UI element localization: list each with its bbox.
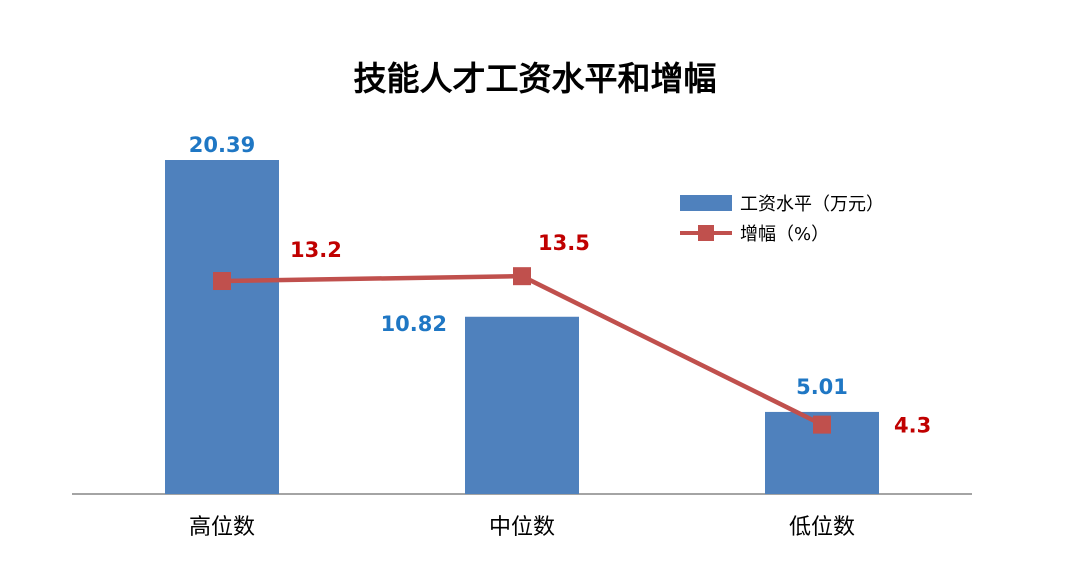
legend: 工资水平（万元） 增幅（%） [680, 188, 884, 248]
legend-bar-label: 工资水平（万元） [740, 194, 884, 215]
bar-value-labels: 20.39 10.82 5.01 [189, 133, 848, 399]
x-tick-label-0: 高位数 [189, 515, 255, 540]
x-tick-label-2: 低位数 [789, 515, 855, 540]
line-value-label-0: 13.2 [290, 238, 342, 262]
line-value-labels: 13.2 13.5 4.3 [290, 231, 931, 437]
bar-0 [165, 160, 279, 494]
legend-item-line: 增幅（%） [680, 218, 884, 248]
x-tick-labels: 高位数 中位数 低位数 [189, 515, 855, 540]
line-marker-2 [813, 415, 831, 434]
bar-value-label-1: 10.82 [381, 312, 447, 336]
line-series [213, 267, 831, 434]
legend-bar-swatch [680, 195, 732, 211]
legend-line-swatch [680, 225, 732, 241]
legend-line-label: 增幅（%） [740, 224, 830, 245]
bar-1 [465, 316, 579, 494]
line-marker-1 [513, 267, 531, 286]
bar-value-label-0: 20.39 [189, 133, 255, 157]
line-value-label-1: 13.5 [538, 231, 590, 255]
bar-value-label-2: 5.01 [796, 375, 848, 399]
line-marker-0 [213, 272, 231, 291]
line-value-label-2: 4.3 [894, 414, 931, 438]
chart-title: 技能人才工资水平和增幅 [353, 59, 717, 98]
x-tick-label-1: 中位数 [489, 515, 555, 540]
legend-item-bar: 工资水平（万元） [680, 188, 884, 218]
